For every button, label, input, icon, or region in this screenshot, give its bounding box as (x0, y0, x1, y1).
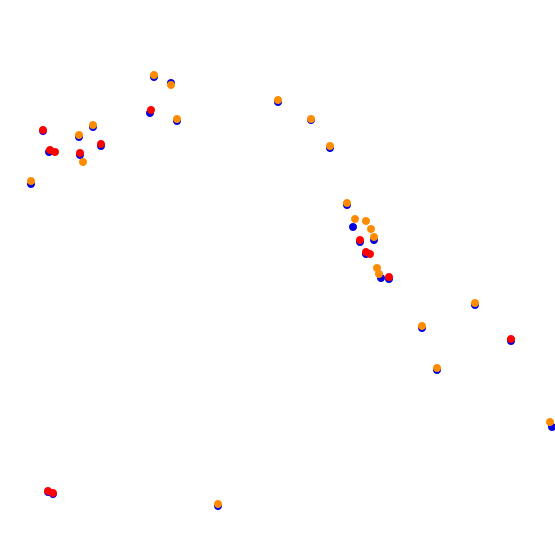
point (97, 140, 105, 148)
point (370, 233, 378, 241)
point (343, 199, 351, 207)
point (326, 142, 334, 150)
point (27, 177, 35, 185)
point (351, 215, 359, 223)
point (274, 96, 282, 104)
point (362, 217, 370, 225)
point (89, 121, 97, 129)
point (366, 250, 374, 258)
point (167, 81, 175, 89)
point (49, 489, 57, 497)
point (375, 270, 383, 278)
point (51, 148, 59, 156)
point (214, 500, 222, 508)
point (307, 115, 315, 123)
point (150, 71, 158, 79)
point (471, 299, 479, 307)
point (418, 322, 426, 330)
point (173, 115, 181, 123)
point (79, 158, 87, 166)
point (367, 225, 375, 233)
point (39, 126, 47, 134)
point (507, 335, 515, 343)
point (433, 364, 441, 372)
point (356, 236, 364, 244)
point (147, 106, 155, 114)
point (385, 273, 393, 281)
point (546, 418, 554, 426)
point (75, 131, 83, 139)
point (76, 149, 84, 157)
point (349, 223, 357, 231)
